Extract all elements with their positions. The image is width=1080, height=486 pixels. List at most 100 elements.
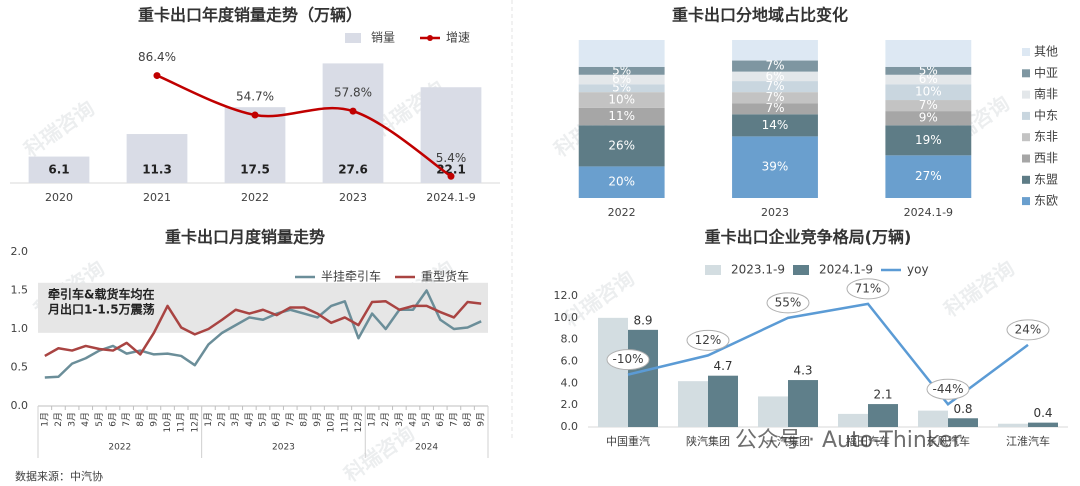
x-tick-label: 7月 <box>285 412 296 427</box>
data-label: 6.1 <box>48 163 69 177</box>
x-tick-label: 5月 <box>421 412 432 427</box>
bar-segment <box>732 114 818 137</box>
bar <box>918 410 948 427</box>
legend-swatch <box>1022 133 1030 142</box>
data-label: 7% <box>765 90 784 104</box>
bar-segment <box>885 125 972 156</box>
legend-label: 中东 <box>1034 107 1058 122</box>
legend-swatch <box>427 35 433 41</box>
x-tick-label: 5月 <box>94 412 105 427</box>
x-tick-label: 12月 <box>189 412 200 432</box>
legend-label: 半挂牵引车 <box>321 269 381 284</box>
legend-swatch <box>345 33 361 43</box>
legend-label: 东盟 <box>1034 172 1058 186</box>
data-label: -44% <box>932 382 963 396</box>
x-tick-label: 江淮汽车 <box>1006 434 1050 448</box>
x-tick-label: 中国重汽 <box>606 434 650 448</box>
source-note: 数据来源：中汽协 <box>15 469 103 483</box>
group-label: 2022 <box>108 443 131 453</box>
bar-segment <box>732 81 818 93</box>
data-label: 71% <box>855 281 882 295</box>
bar-segment <box>578 92 665 108</box>
line-point <box>349 107 357 115</box>
y-tick-label: 0.0 <box>561 420 579 433</box>
line <box>156 74 452 178</box>
x-tick-label: 10月 <box>162 412 173 432</box>
legend-label: yoy <box>907 263 929 277</box>
bar-segment <box>885 155 972 198</box>
x-tick-label: 3月 <box>230 412 241 427</box>
bar-segment <box>578 107 665 126</box>
callout <box>926 378 970 400</box>
y-tick-label: 8.0 <box>561 333 579 346</box>
data-label: 24% <box>1015 322 1042 336</box>
x-tick-label: 11月 <box>339 412 350 432</box>
data-label: 86.4% <box>138 50 176 64</box>
x-tick-label: 东风汽车 <box>926 434 970 448</box>
data-label: 8.9 <box>633 313 652 327</box>
data-label: 27.6 <box>338 163 368 177</box>
data-label: 7% <box>765 59 784 73</box>
legend-label: 中亚 <box>1034 65 1058 80</box>
data-label: 2.1 <box>873 388 892 402</box>
bar-segment <box>578 74 665 85</box>
bar-segment <box>885 40 972 67</box>
x-tick-label: 7月 <box>448 412 459 427</box>
x-tick-label: 2020 <box>45 191 73 204</box>
bar <box>598 317 628 427</box>
legend-swatch <box>705 265 721 275</box>
x-tick-label: 2024.1-9 <box>904 206 953 219</box>
bar-segment <box>578 84 665 93</box>
x-tick-label: 1月 <box>203 412 214 427</box>
bar <box>1028 422 1058 427</box>
data-label: 54.7% <box>236 89 274 103</box>
legend-label: 销量 <box>371 31 395 45</box>
data-label: 12% <box>695 333 722 347</box>
x-tick-label: 2023 <box>339 191 367 204</box>
data-label: -10% <box>612 352 643 366</box>
callout <box>686 329 730 351</box>
data-label: 7% <box>765 79 784 93</box>
x-tick-label: 7月 <box>121 412 132 427</box>
data-label: 6% <box>765 69 784 83</box>
bar <box>126 134 188 183</box>
x-tick-label: 3月 <box>67 412 78 427</box>
watermark: 科瑞咨询 <box>19 96 98 162</box>
x-tick-label: 6月 <box>435 412 446 427</box>
data-label: 20% <box>608 175 635 189</box>
data-label: 7% <box>919 98 938 112</box>
data-label: 27% <box>915 169 942 183</box>
chart-title: 重卡出口年度销量走势（万辆） <box>138 6 362 25</box>
bar-segment <box>578 66 665 75</box>
line <box>44 300 482 358</box>
data-label: 6% <box>612 72 631 86</box>
x-tick-label: 1月 <box>39 412 50 427</box>
x-tick-label: 9月 <box>476 412 487 427</box>
callout <box>846 278 890 300</box>
x-tick-label: 11月 <box>176 412 187 432</box>
bar <box>998 423 1028 427</box>
bar-segment <box>732 60 818 72</box>
legend-swatch <box>1022 197 1030 206</box>
x-tick-label: 2021 <box>143 191 171 204</box>
data-label: 4.3 <box>793 364 812 378</box>
x-tick-label: 3月 <box>394 412 405 427</box>
bar-segment <box>885 100 972 112</box>
data-label: 22.1 <box>436 163 466 177</box>
y-tick-label: 12.0 <box>554 289 579 302</box>
y-tick-label: 6.0 <box>561 355 579 368</box>
bar <box>868 404 898 427</box>
callout <box>1006 319 1050 341</box>
chart-title: 重卡出口企业竞争格局(万辆) <box>705 228 912 247</box>
x-tick-label: 4月 <box>80 412 91 427</box>
y-tick-label: 1.5 <box>11 284 29 297</box>
bar-segment <box>885 111 972 126</box>
bar <box>420 87 482 183</box>
y-tick-label: 1.0 <box>11 322 29 335</box>
data-label: 0.8 <box>953 402 972 416</box>
legend-swatch <box>793 265 809 275</box>
data-label: 55% <box>775 295 802 309</box>
bar-segment <box>732 136 818 198</box>
callout <box>606 349 650 371</box>
x-tick-label: 2023 <box>761 206 789 219</box>
